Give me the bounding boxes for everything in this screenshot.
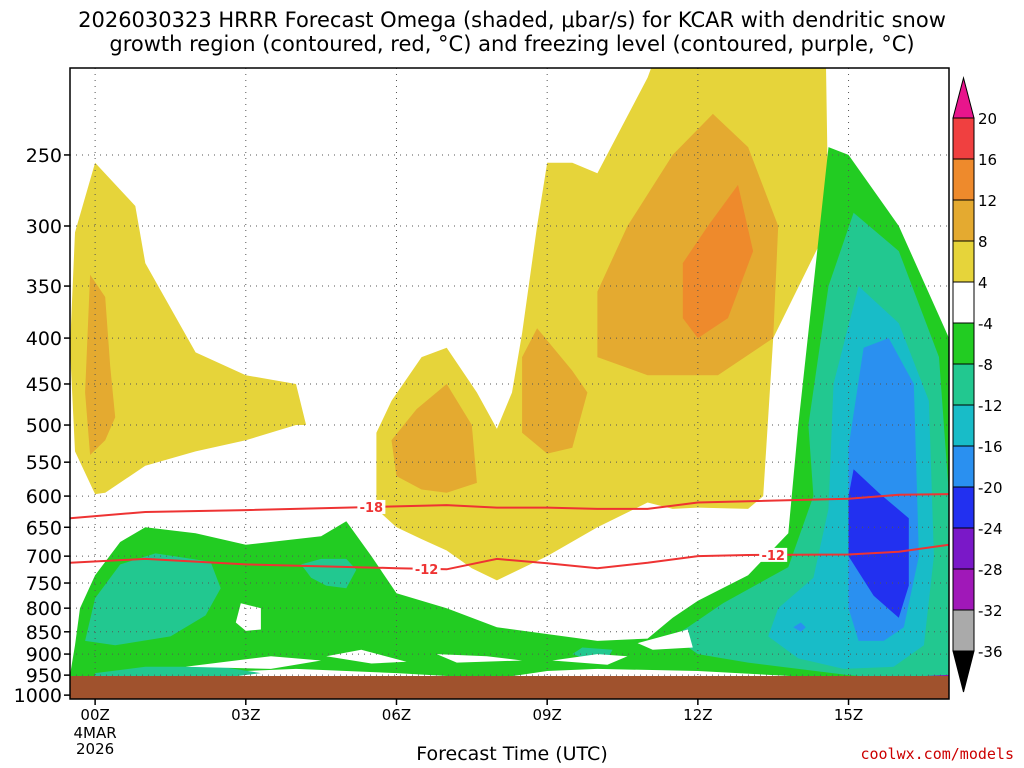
y-tick-label: 550 — [26, 452, 62, 474]
y-tick-label: 850 — [26, 622, 62, 644]
omega-region-8-3 — [391, 384, 477, 493]
omega-region-12-6 — [682, 184, 754, 339]
omega-region-8-4 — [522, 328, 588, 454]
y-tick-label: 700 — [26, 546, 62, 568]
isotherm-line-neg12 — [70, 543, 949, 571]
colorbar-label: 16 — [978, 151, 997, 169]
x-tick-label: 09Z — [532, 706, 561, 724]
x-tick-label: 00Z — [80, 706, 109, 724]
y-tick-label: 500 — [26, 415, 62, 437]
omega-gap-region-5 — [637, 629, 693, 650]
y-tick-label: 800 — [26, 598, 62, 620]
y-tick-label: 600 — [26, 486, 62, 508]
isotherm-label: -12 — [761, 549, 785, 564]
ground-surface-band — [70, 676, 949, 699]
omega-region-neg20-16 — [848, 469, 909, 618]
y-tick-label: 400 — [26, 328, 62, 350]
colorbar-label: -20 — [978, 479, 1003, 497]
chart-title-line-1: 2026030323 HRRR Forecast Omega (shaded, … — [78, 8, 946, 32]
grid-lines — [70, 68, 949, 699]
colorbar-band-5 — [952, 322, 975, 365]
credit-text: coolwx.com/models — [860, 745, 1014, 763]
chart-title-line-2: growth region (contoured, red, °C) and f… — [109, 32, 915, 56]
isotherm-label-bg-2 — [759, 547, 788, 562]
y-tick-label: 950 — [26, 665, 62, 687]
x-tick-label: 06Z — [382, 706, 411, 724]
x-axis-title: Forecast Time (UTC) — [416, 743, 608, 765]
x-date-label: 4MAR — [74, 724, 117, 742]
colorbar-band-12 — [952, 609, 975, 652]
omega-region-neg16-15 — [793, 622, 806, 632]
x-tick-label: 12Z — [683, 706, 712, 724]
colorbar: 20 16 12 8 4 -4 -8 -12 -16 -20 -24 -28 -32 -36 — [952, 76, 1003, 693]
colorbar-band-9 — [952, 486, 975, 529]
isotherm-label-bg-0 — [357, 499, 386, 514]
isotherm-line-neg18 — [70, 493, 949, 520]
colorbar-band-3 — [952, 240, 975, 283]
omega-shaded-regions — [70, 68, 949, 692]
colorbar-top-extend — [952, 76, 975, 119]
x-tick-label: 03Z — [231, 706, 260, 724]
colorbar-band-11 — [952, 568, 975, 611]
y-axis: 2503003504004505005506006507007508008509… — [14, 145, 70, 707]
omega-gap-region-4 — [552, 654, 628, 665]
omega-region-8-5 — [597, 113, 779, 376]
colorbar-label: -4 — [978, 315, 993, 333]
y-tick-label: 1000 — [14, 685, 62, 707]
colorbar-label: -16 — [978, 438, 1003, 456]
omega-gap-region-3 — [436, 654, 523, 663]
colorbar-label: 4 — [978, 274, 988, 292]
contour-lines: -18 -12 -12 — [70, 493, 949, 687]
isotherm-label-bg-1 — [412, 561, 441, 576]
omega-gap-region-2 — [326, 649, 407, 664]
colorbar-bottom-extend — [952, 650, 975, 693]
colorbar-band-10 — [952, 527, 975, 570]
y-tick-label: 750 — [26, 573, 62, 595]
omega-gap-region-1 — [185, 656, 322, 669]
x-tick-label: 15Z — [834, 706, 863, 724]
colorbar-label: -12 — [978, 397, 1003, 415]
colorbar-label: -8 — [978, 356, 993, 374]
omega-region-4-0 — [70, 162, 307, 495]
y-tick-label: 450 — [26, 374, 62, 396]
colorbar-band-0 — [952, 117, 975, 160]
colorbar-label: 8 — [978, 233, 988, 251]
colorbar-band-6 — [952, 363, 975, 406]
colorbar-band-2 — [952, 199, 975, 242]
colorbar-band-4 — [952, 281, 975, 324]
colorbar-label: -36 — [978, 643, 1003, 661]
y-tick-label: 250 — [26, 145, 62, 167]
x-date-label: 2026 — [76, 740, 114, 758]
colorbar-band-1 — [952, 158, 975, 201]
y-tick-label: 900 — [26, 644, 62, 666]
colorbar-label: 12 — [978, 192, 997, 210]
colorbar-label: -32 — [978, 602, 1003, 620]
colorbar-band-8 — [952, 445, 975, 488]
omega-gap-region-0 — [235, 603, 261, 631]
colorbar-band-7 — [952, 404, 975, 447]
colorbar-label: -24 — [978, 520, 1003, 538]
omega-region-neg8-8 — [85, 553, 221, 646]
colorbar-label: -28 — [978, 561, 1003, 579]
y-tick-label: 650 — [26, 517, 62, 539]
colorbar-label: 20 — [978, 110, 997, 128]
omega-region-neg4-7 — [70, 147, 949, 692]
isotherm-label: -18 — [360, 501, 384, 516]
omega-region-8-2 — [85, 274, 116, 455]
y-tick-label: 300 — [26, 216, 62, 238]
isotherm-label: -12 — [415, 563, 439, 578]
y-tick-label: 350 — [26, 276, 62, 298]
